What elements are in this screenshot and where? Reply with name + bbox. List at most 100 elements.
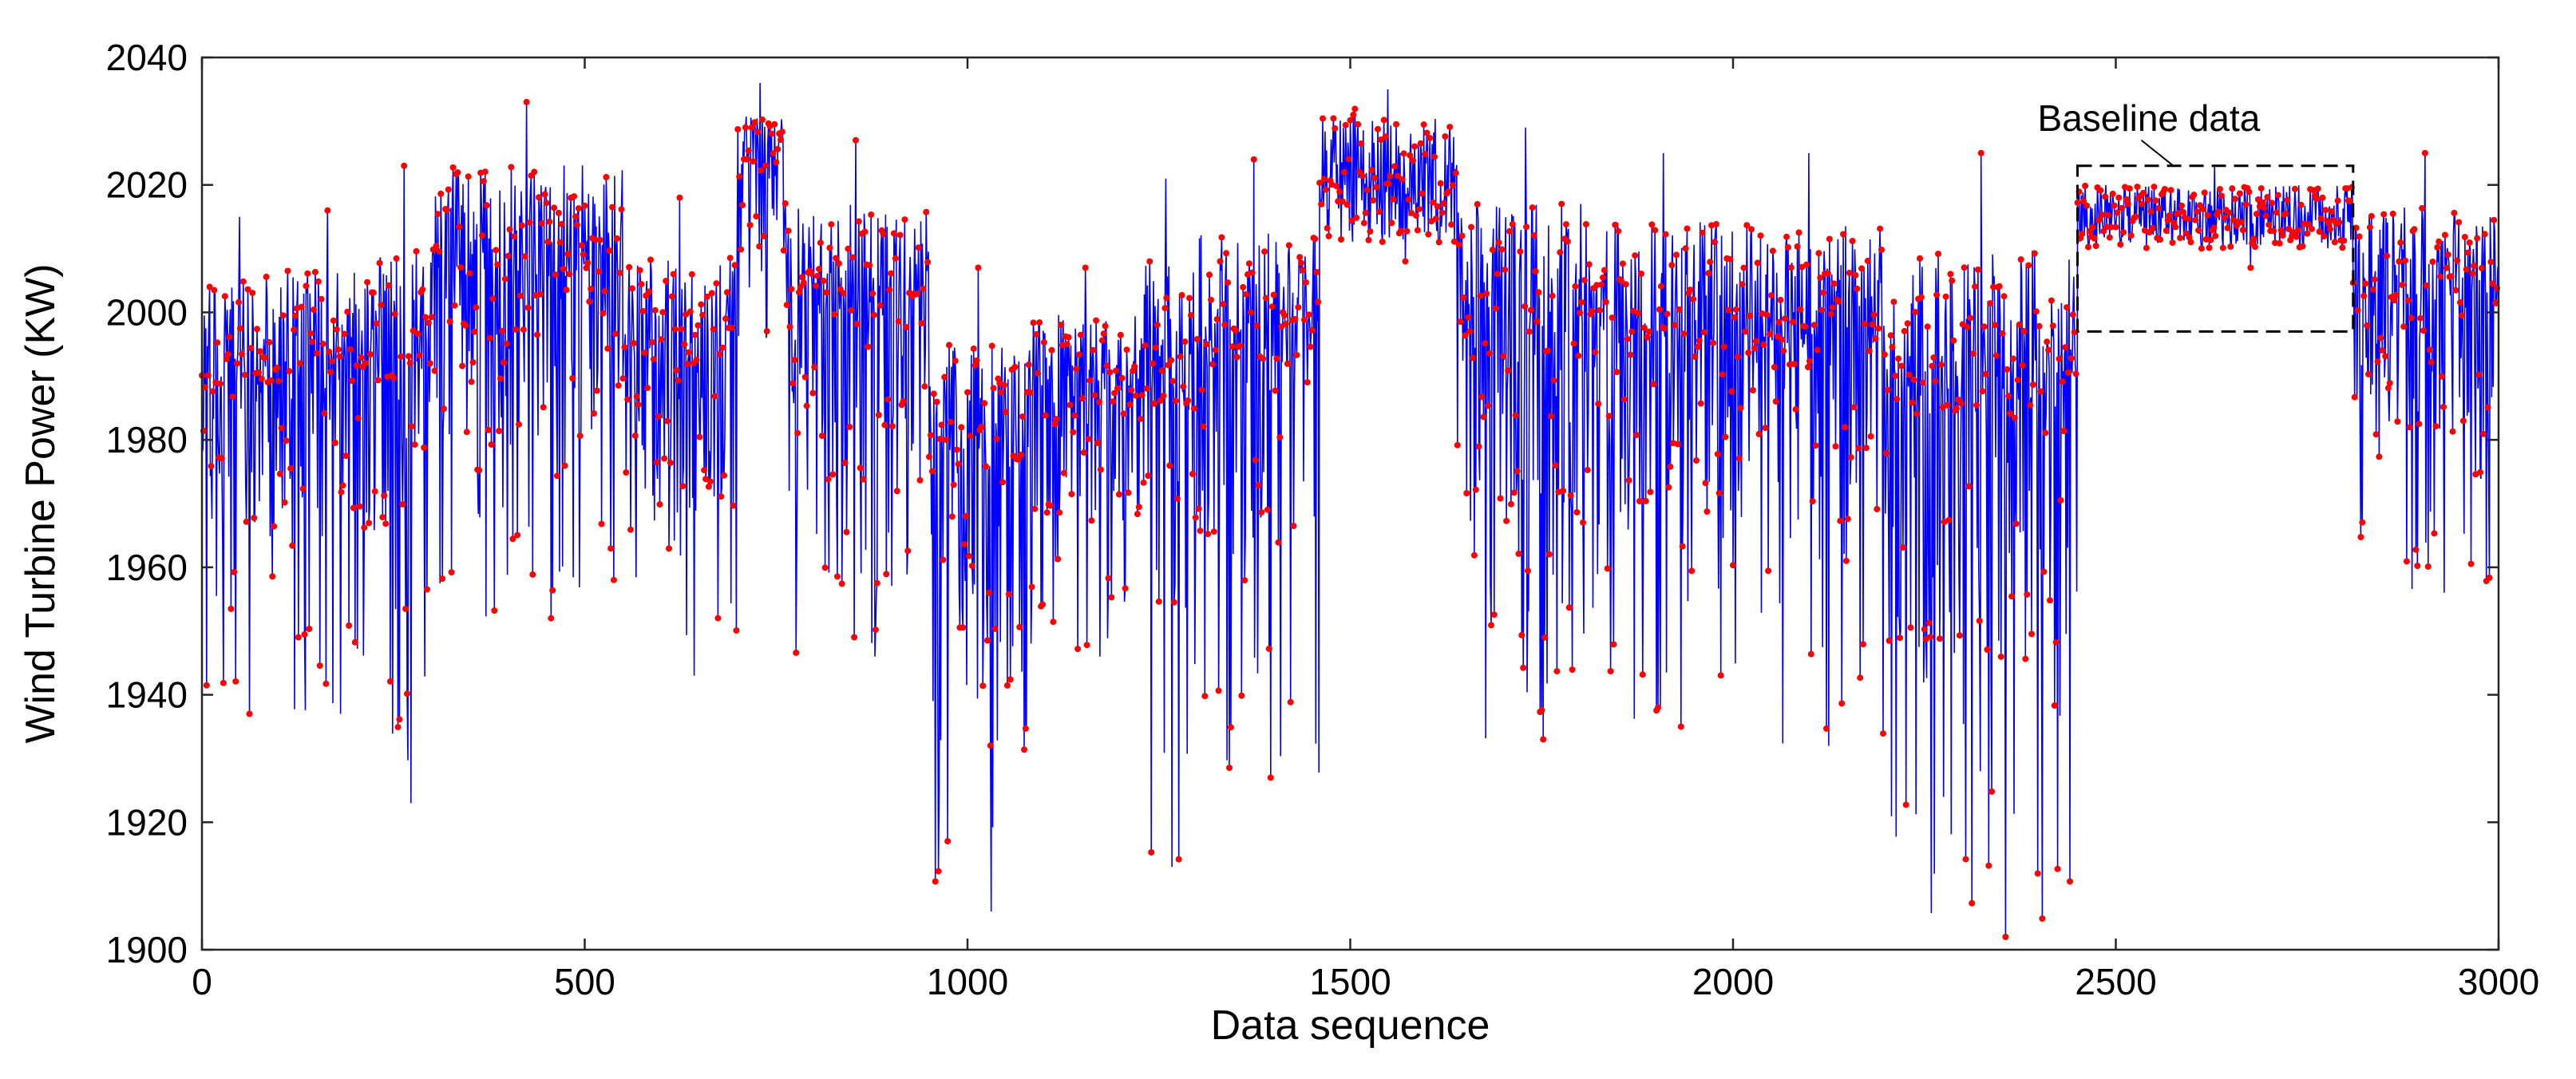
data-point bbox=[1472, 486, 1479, 493]
data-point bbox=[1005, 591, 1012, 598]
data-point bbox=[2139, 200, 2146, 208]
data-point bbox=[2406, 424, 2413, 431]
data-point bbox=[930, 390, 937, 397]
data-point bbox=[2276, 239, 2283, 247]
data-point bbox=[358, 354, 365, 361]
data-point bbox=[1521, 302, 1529, 310]
data-point bbox=[1837, 517, 1844, 524]
data-point bbox=[1103, 362, 1110, 370]
data-point bbox=[2102, 193, 2109, 200]
data-point bbox=[2107, 223, 2115, 231]
data-point bbox=[631, 432, 639, 439]
data-point bbox=[2025, 262, 2032, 269]
data-point bbox=[521, 253, 528, 260]
data-point bbox=[1051, 421, 1058, 428]
data-point bbox=[1613, 369, 1620, 376]
data-point bbox=[316, 662, 323, 670]
data-point bbox=[2206, 244, 2213, 251]
data-point bbox=[1728, 388, 1735, 395]
data-point bbox=[1270, 291, 1277, 298]
data-point bbox=[2172, 223, 2179, 231]
data-point bbox=[1947, 271, 1954, 278]
data-point bbox=[2044, 338, 2051, 346]
data-point bbox=[1882, 450, 1889, 457]
data-point bbox=[1432, 215, 1439, 222]
data-point bbox=[971, 362, 979, 369]
data-point bbox=[606, 247, 613, 254]
data-point bbox=[2224, 224, 2231, 231]
data-point bbox=[694, 322, 702, 329]
data-point bbox=[1957, 400, 1965, 407]
data-point bbox=[2042, 429, 2049, 437]
data-point bbox=[1897, 634, 1904, 642]
data-point bbox=[1296, 254, 1304, 261]
data-point bbox=[518, 222, 525, 229]
data-point bbox=[739, 202, 746, 208]
data-point bbox=[1114, 385, 1121, 392]
data-point bbox=[993, 435, 1000, 442]
data-point bbox=[592, 236, 599, 243]
data-point bbox=[1206, 271, 1213, 279]
data-point bbox=[685, 349, 692, 356]
data-point bbox=[753, 213, 760, 220]
data-point bbox=[2285, 226, 2293, 232]
data-point bbox=[2132, 213, 2139, 220]
data-point bbox=[2443, 264, 2450, 271]
data-point bbox=[855, 218, 862, 225]
data-point bbox=[243, 518, 250, 525]
data-point bbox=[2161, 186, 2168, 192]
data-point bbox=[866, 262, 873, 269]
data-point bbox=[2384, 385, 2392, 392]
data-point bbox=[1529, 204, 1536, 211]
data-point bbox=[274, 364, 280, 371]
data-point bbox=[1373, 184, 1380, 191]
ticks-layer: 0 500 1000 1500 2000 2500 3000 1900 1920 1940 1960… bbox=[106, 37, 2540, 1002]
data-point bbox=[833, 255, 840, 262]
data-point bbox=[759, 116, 766, 123]
data-point bbox=[1815, 250, 1822, 257]
data-point bbox=[2054, 865, 2061, 872]
data-point bbox=[583, 264, 590, 271]
data-point bbox=[1895, 355, 1902, 362]
data-point bbox=[1717, 672, 1724, 679]
data-point bbox=[1227, 724, 1234, 731]
data-point bbox=[1679, 543, 1686, 550]
data-point bbox=[627, 526, 634, 533]
data-point bbox=[1419, 190, 1426, 197]
data-point bbox=[2028, 630, 2035, 638]
data-point bbox=[953, 446, 960, 453]
data-point bbox=[1584, 466, 1591, 473]
data-point bbox=[1976, 618, 1983, 624]
data-point bbox=[1869, 321, 1876, 328]
data-point bbox=[544, 239, 552, 245]
data-point bbox=[721, 472, 727, 479]
data-point bbox=[1710, 339, 1717, 346]
data-point bbox=[2270, 227, 2277, 235]
data-point bbox=[2454, 257, 2461, 264]
data-point bbox=[362, 359, 370, 366]
data-point bbox=[2036, 322, 2043, 330]
data-point bbox=[2403, 558, 2410, 565]
data-point bbox=[1083, 642, 1090, 649]
data-point bbox=[500, 359, 507, 366]
data-point bbox=[1362, 209, 1369, 216]
data-point bbox=[330, 317, 337, 324]
data-point bbox=[1575, 352, 1582, 359]
data-point bbox=[267, 377, 275, 384]
data-point bbox=[1570, 340, 1577, 347]
data-point bbox=[220, 679, 227, 686]
data-point bbox=[441, 405, 447, 413]
data-point bbox=[1318, 200, 1325, 208]
data-point bbox=[526, 219, 533, 226]
data-point bbox=[843, 528, 850, 536]
data-point bbox=[1066, 401, 1074, 409]
data-point bbox=[1578, 298, 1585, 306]
data-point bbox=[1225, 279, 1232, 287]
data-point bbox=[1209, 361, 1216, 368]
data-point bbox=[1881, 351, 1888, 358]
data-point bbox=[1106, 369, 1114, 376]
data-point bbox=[1015, 456, 1022, 463]
data-point bbox=[828, 221, 835, 228]
data-point bbox=[1763, 311, 1771, 318]
data-point bbox=[1823, 725, 1830, 732]
